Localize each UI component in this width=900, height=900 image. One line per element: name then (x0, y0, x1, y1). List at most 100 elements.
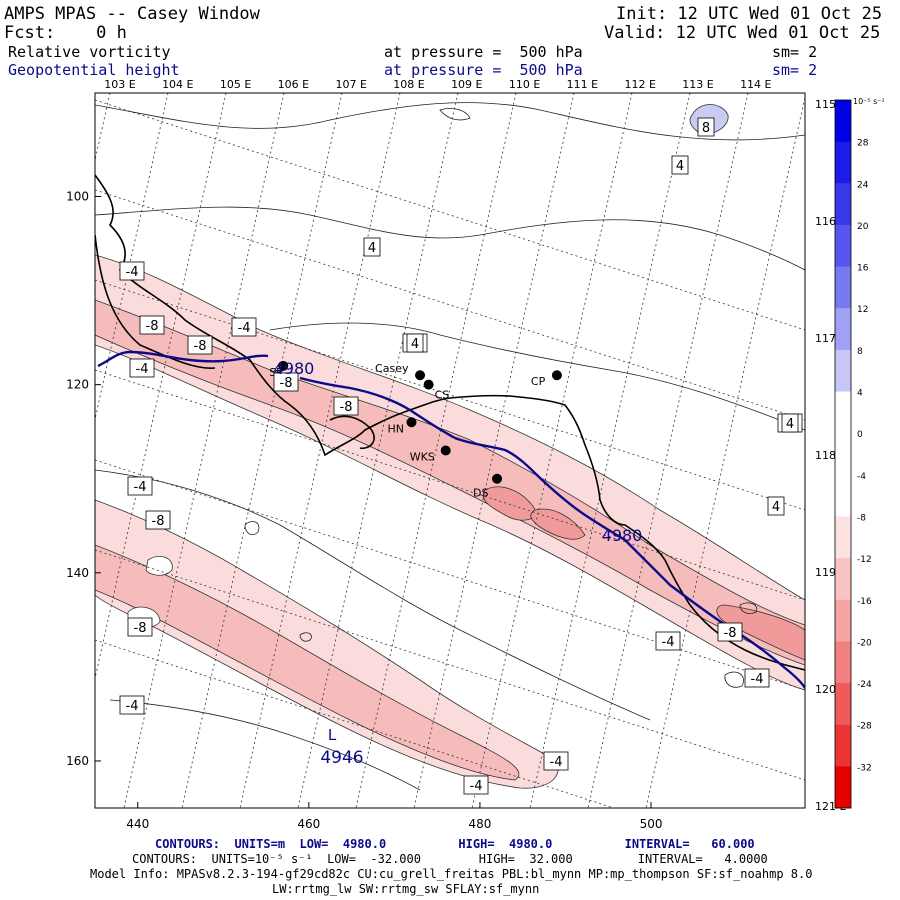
colorbar-label: -16 (857, 597, 872, 607)
shade-band-south (95, 499, 559, 789)
vorticity-contours (95, 102, 805, 791)
shade-band-main-inner (95, 299, 805, 666)
coastline (95, 174, 805, 671)
meridian-line (181, 93, 343, 808)
contour-label: 8 (702, 121, 710, 136)
smoothing-height: sm= 2 (772, 61, 818, 79)
lonlat-grid (95, 93, 805, 808)
top-lon-label: 107 E (335, 78, 366, 91)
contour-label: -4 (470, 779, 483, 794)
plot-frame (94, 92, 806, 809)
contour-line (299, 632, 312, 642)
coast-line (95, 174, 805, 671)
colorbar-label: -20 (857, 638, 872, 648)
contour-label: -4 (550, 755, 563, 770)
meridian-line (587, 93, 749, 808)
meridian-line (645, 95, 805, 808)
meridian-line (239, 93, 401, 808)
top-lon-label: 113 E (682, 78, 713, 91)
shade-core (482, 486, 536, 521)
colorbar-units: 10⁻⁵ s⁻¹ (853, 97, 885, 106)
shade-band-south-inner (95, 544, 520, 781)
meridian-line (123, 93, 285, 808)
colorbar-frame (834, 99, 852, 809)
low-center-label: L (328, 726, 337, 744)
model-info: Model Info: MPASv8.2.3-194-gf29cd82c CU:… (90, 867, 813, 881)
top-lon-label: 109 E (451, 78, 482, 91)
contour-line (244, 521, 260, 535)
contour-line (739, 602, 758, 614)
meridian-line (471, 93, 633, 808)
colorbar-segment (835, 391, 851, 434)
contour-label: -8 (194, 339, 207, 354)
station-marker-wks (440, 445, 451, 456)
colorbar-label: -8 (857, 513, 866, 523)
station-marker-cs (423, 379, 434, 390)
contour-label: -4 (751, 672, 764, 687)
contour-label-box (127, 476, 153, 496)
height-label: 4946 (320, 748, 363, 768)
y-tick-label: 120 (66, 378, 89, 392)
height-label: 4980 (602, 526, 643, 545)
colorbar-label: 12 (857, 305, 868, 315)
colorbar-label: 16 (857, 264, 869, 274)
parallel-line (95, 99, 805, 331)
contour-label-box (145, 510, 171, 530)
init-time: Init: 12 UTC Wed 01 Oct 25 (616, 4, 883, 24)
parallel-line (95, 549, 805, 781)
station-label-cp: CP (531, 375, 546, 388)
map-labels: -4-8-8-4-8-4-8-4-8-8-4-4-4-8-4-4-8-44444… (119, 117, 803, 795)
top-lon-label: 111 E (567, 78, 598, 91)
top-lon-label: 108 E (393, 78, 424, 91)
contours-vorticity-info: CONTOURS: UNITS=10⁻⁵ s⁻¹ LOW= -32.000 HI… (132, 852, 768, 866)
parallel-line (95, 369, 805, 601)
y-tick-label: 140 (66, 566, 89, 580)
top-lon-label: 114 E (740, 78, 771, 91)
contour-label: -4 (238, 321, 251, 336)
parallel-line (95, 279, 805, 511)
colorbar-label: -4 (857, 472, 866, 482)
contour-label: -4 (126, 699, 139, 714)
contour-label: 4 (368, 241, 376, 256)
contour-line (95, 469, 651, 721)
colorbar: 10⁻⁵ s⁻¹ 28 24 20 16 12 8 4 0 -4 -8 -12 -16 -20 -24 -28… (834, 97, 885, 809)
station-marker-sr (278, 360, 289, 371)
colorbar-segment (835, 766, 851, 809)
contours-height-info: CONTOURS: UNITS=m LOW= 4980.0 HIGH= 4980… (155, 837, 755, 851)
forecast-hour: Fcst: 0 h (4, 23, 127, 43)
coast-line (329, 415, 375, 450)
colorbar-segment (835, 141, 851, 184)
x-tick-label: 480 (468, 817, 491, 831)
top-lon-label: 110 E (509, 78, 540, 91)
contour-label-box (655, 631, 681, 651)
contour-label-box (406, 333, 424, 353)
colorbar-label: 4 (857, 389, 863, 399)
contour-label-box (463, 775, 489, 795)
contour-label-box (543, 751, 569, 771)
x-tick-label: 440 (126, 817, 149, 831)
smoothing-vorticity: sm= 2 (772, 43, 818, 61)
contour-label-box (781, 413, 799, 433)
parallel-line (95, 459, 805, 691)
top-lon-label: 112 E (624, 78, 655, 91)
colorbar-segment (835, 558, 851, 601)
chart-title: AMPS MPAS -- Casey Window (4, 4, 260, 24)
field-name-vorticity: Relative vorticity (8, 43, 171, 61)
colorbar-segment (835, 308, 851, 351)
contour-label-box (127, 617, 153, 637)
colorbar-segment (835, 224, 851, 268)
contour-line (95, 206, 805, 271)
contour-line (269, 322, 805, 431)
contour-label-box (333, 396, 359, 416)
colorbar-segment (835, 641, 851, 684)
station-marker-ds (492, 473, 503, 484)
meridian-line (95, 93, 227, 681)
colorbar-segment (835, 724, 851, 767)
contour-label-box (767, 496, 785, 516)
colorbar-segment (835, 599, 851, 642)
coast-line (95, 234, 216, 369)
colorbar-label: 24 (857, 180, 869, 190)
contour-label: -4 (126, 265, 139, 280)
contour-label-box (717, 622, 743, 642)
contour-label-box (129, 358, 155, 378)
